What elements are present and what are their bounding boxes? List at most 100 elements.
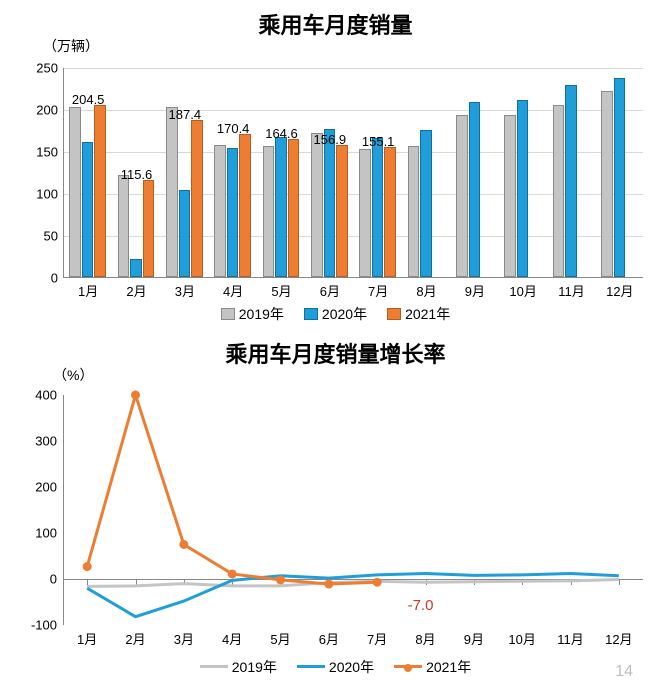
bar-data-label: 170.4 xyxy=(217,121,250,136)
xtick-label: 8月 xyxy=(416,277,436,300)
bar-chart-title: 乘用车月度销量 xyxy=(8,8,663,40)
bar-s2019 xyxy=(456,115,468,277)
bar-s2021 xyxy=(336,145,348,277)
legend-item: 2019年 xyxy=(221,304,284,324)
ytick-label: 100 xyxy=(35,526,63,541)
ytick-label: 300 xyxy=(35,434,63,449)
bar-s2020 xyxy=(614,78,626,277)
ytick-label: 150 xyxy=(36,145,64,160)
bar-s2019 xyxy=(166,107,178,277)
legend-line xyxy=(394,665,422,668)
xtick-label: 4月 xyxy=(222,625,242,648)
xtick-label: 10月 xyxy=(508,625,535,648)
bar-s2020 xyxy=(565,85,577,277)
marker-s2021 xyxy=(324,580,333,589)
legend-swatch xyxy=(387,308,401,320)
xtick-label: 3月 xyxy=(174,625,194,648)
bar-s2020 xyxy=(469,102,481,277)
legend-label: 2021年 xyxy=(426,657,471,677)
ytick-label: 50 xyxy=(44,229,64,244)
xtick-label: 12月 xyxy=(605,625,632,648)
xtick-label: 9月 xyxy=(464,625,484,648)
xtick-label: 2月 xyxy=(125,625,145,648)
bar-chart-legend: 2019年 2020年 2021年 xyxy=(8,304,663,325)
bar-data-label: 156.9 xyxy=(314,132,347,147)
legend-line xyxy=(200,665,228,668)
bar-s2019 xyxy=(214,145,226,277)
bar-s2020 xyxy=(420,130,432,277)
bar-s2021 xyxy=(94,105,106,277)
bar-s2020 xyxy=(372,138,384,277)
bar-s2020 xyxy=(324,129,336,277)
xtick-label: 1月 xyxy=(78,277,98,300)
line-chart-plot: -10001002003004001月2月3月4月5月6月7月8月9月10月11… xyxy=(63,395,643,625)
bar-s2020 xyxy=(82,142,94,277)
page-number: 14 xyxy=(615,663,633,681)
ytick-label: 200 xyxy=(36,103,64,118)
bar-s2019 xyxy=(359,149,371,277)
marker-s2021 xyxy=(276,575,285,584)
legend-item: 2020年 xyxy=(297,657,374,677)
legend-label: 2020年 xyxy=(322,304,367,324)
bar-s2020 xyxy=(130,259,142,277)
xtick-label: 8月 xyxy=(415,625,435,648)
xtick-label: 1月 xyxy=(77,625,97,648)
line-s2021 xyxy=(87,395,377,584)
marker-s2021 xyxy=(83,562,92,571)
legend-label: 2021年 xyxy=(405,304,450,324)
bar-s2021 xyxy=(191,120,203,277)
bar-s2020 xyxy=(227,148,239,277)
bar-s2021 xyxy=(143,180,155,277)
line-chart-legend: 2019年 2020年 2021年 xyxy=(8,655,663,677)
bar-s2019 xyxy=(311,133,323,277)
bar-data-label: 115.6 xyxy=(121,167,153,182)
bar-s2019 xyxy=(263,146,275,277)
bar-s2021 xyxy=(384,147,396,277)
bar-s2020 xyxy=(275,137,287,277)
xtick-label: 2月 xyxy=(126,277,146,300)
legend-swatch xyxy=(304,308,318,320)
xtick-label: 11月 xyxy=(558,277,585,300)
bar-data-label: 204.5 xyxy=(72,92,105,107)
bar-s2019 xyxy=(69,107,81,277)
line-chart-title: 乘用车月度销量增长率 xyxy=(8,337,663,369)
legend-item: 2019年 xyxy=(200,657,277,677)
bar-s2020 xyxy=(179,190,191,277)
legend-label: 2019年 xyxy=(239,304,284,324)
bar-s2021 xyxy=(288,139,300,277)
bar-chart-plot: 0501001502002501月2月3月4月5月6月7月8月9月10月11月1… xyxy=(63,68,643,278)
xtick-label: 6月 xyxy=(319,625,339,648)
ytick-label: 100 xyxy=(36,187,64,202)
bar-data-label: 155.1 xyxy=(362,134,395,149)
marker-s2021 xyxy=(179,540,188,549)
legend-item: 2021年 xyxy=(394,657,471,677)
bar-s2020 xyxy=(517,100,529,277)
xtick-label: 7月 xyxy=(368,277,388,300)
xtick-label: 6月 xyxy=(320,277,340,300)
marker-s2021 xyxy=(228,569,237,578)
legend-item: 2021年 xyxy=(387,304,450,324)
xtick-label: 3月 xyxy=(175,277,195,300)
bar-s2019 xyxy=(504,115,516,277)
xtick-label: 5月 xyxy=(270,625,290,648)
bar-s2019 xyxy=(118,175,130,277)
chart-annotation: -7.0 xyxy=(408,597,434,614)
legend-swatch xyxy=(221,308,235,320)
marker-s2021 xyxy=(373,578,382,587)
bar-data-label: 164.6 xyxy=(265,126,298,141)
xtick-label: 7月 xyxy=(367,625,387,648)
xtick-label: 11月 xyxy=(557,625,584,648)
line-chart: 乘用车月度销量增长率 （%） -10001002003004001月2月3月4月… xyxy=(8,337,663,677)
legend-label: 2020年 xyxy=(329,657,374,677)
marker-s2021 xyxy=(131,391,140,400)
bar-data-label: 187.4 xyxy=(169,107,202,122)
line-chart-yunit: （%） xyxy=(53,365,93,385)
xtick-label: 9月 xyxy=(465,277,485,300)
ytick-label: 200 xyxy=(35,480,63,495)
legend-item: 2020年 xyxy=(304,304,367,324)
ytick-label: 0 xyxy=(51,271,64,286)
bar-s2019 xyxy=(553,105,565,277)
xtick-label: 5月 xyxy=(271,277,291,300)
legend-label: 2019年 xyxy=(232,657,277,677)
xtick-label: 10月 xyxy=(509,277,536,300)
